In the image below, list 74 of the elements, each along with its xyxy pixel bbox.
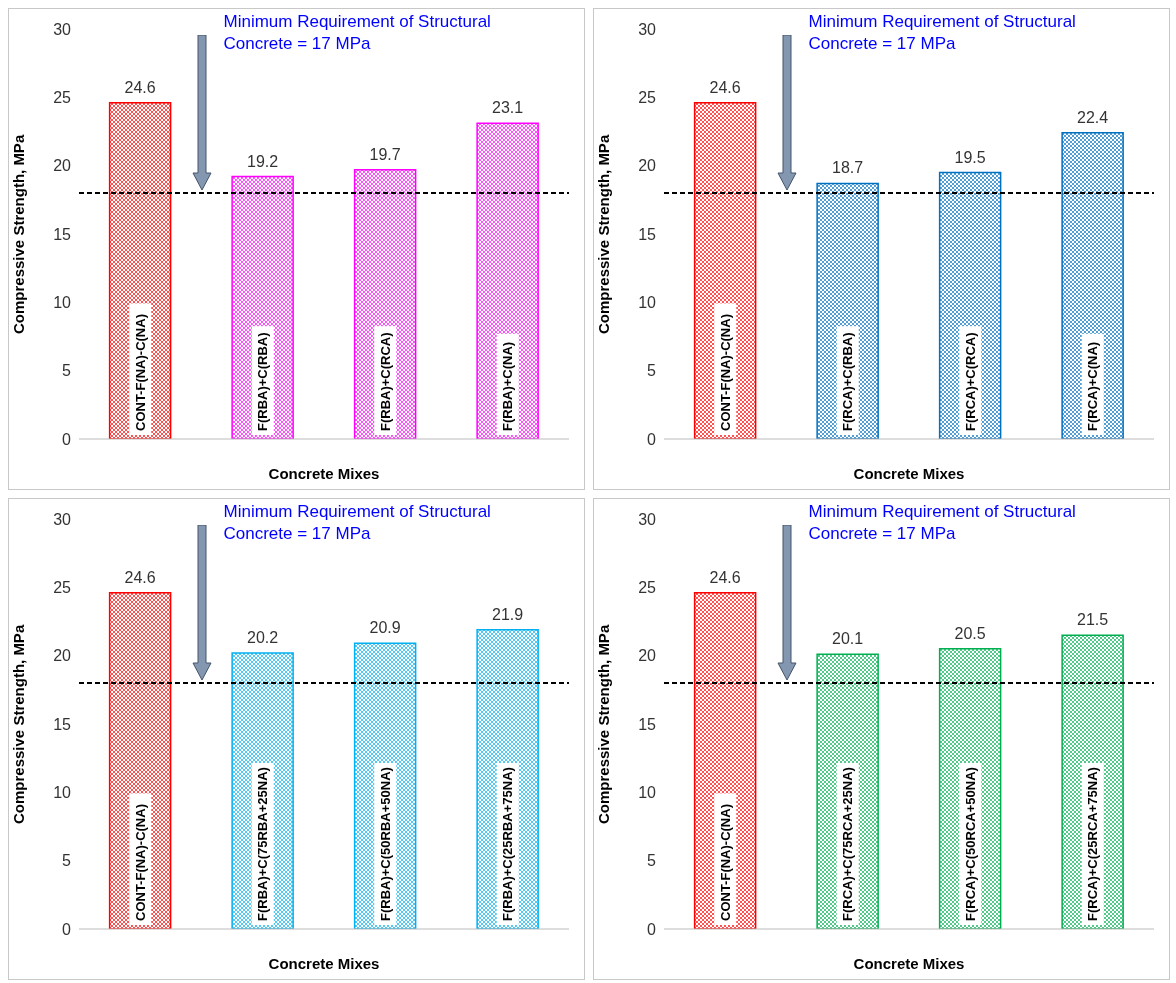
y-tick-label: 15	[53, 715, 72, 733]
x-tick-label: F(RBA)+C(RCA)	[377, 332, 393, 431]
y-tick-label: 15	[638, 225, 657, 243]
data-label: 24.6	[709, 78, 741, 96]
data-label: 23.1	[492, 99, 524, 117]
x-tick-label: F(RCA)+C(RBA)	[840, 332, 856, 431]
x-tick-label: F(RCA)+C(NA)	[1085, 341, 1101, 431]
data-label: 20.9	[369, 619, 401, 637]
data-label: 21.9	[492, 605, 524, 623]
y-tick-label: 5	[62, 362, 72, 380]
y-axis-title: Compressive Strength, MPa	[10, 134, 28, 334]
x-tick-label: F(RBA)+C(50RBA+50NA)	[377, 767, 393, 921]
data-label: 19.7	[369, 145, 401, 163]
data-label: 19.5	[954, 148, 986, 166]
x-tick-label: F(RBA)+C(NA)	[500, 341, 516, 431]
y-tick-label: 0	[647, 430, 657, 448]
y-tick-label: 25	[53, 579, 72, 597]
data-label: 22.4	[1077, 108, 1109, 126]
x-tick-label: F(RCA)+C(50RCA+50NA)	[962, 767, 978, 921]
data-label: 20.5	[954, 624, 986, 642]
bar	[476, 122, 539, 439]
y-tick-label: 5	[647, 362, 657, 380]
y-tick-label: 25	[53, 89, 72, 107]
y-tick-label: 15	[53, 225, 72, 243]
x-tick-label: F(RCA)+C(RCA)	[962, 332, 978, 431]
bar	[1061, 132, 1124, 439]
y-tick-label: 15	[638, 715, 657, 733]
y-tick-label: 25	[638, 89, 657, 107]
data-label: 18.7	[832, 159, 864, 177]
x-tick-label: CONT-F(NA)-C(NA)	[132, 804, 148, 921]
y-axis-title: Compressive Strength, MPa	[595, 134, 613, 334]
y-tick-label: 30	[638, 20, 657, 38]
x-tick-label: F(RBA)+C(75RBA+25NA)	[255, 767, 271, 921]
x-tick-label: F(RCA)+C(75RCA+25NA)	[840, 767, 856, 921]
data-label: 24.6	[124, 78, 156, 96]
x-axis-title: Concrete Mixes	[268, 465, 380, 482]
y-tick-label: 0	[647, 920, 657, 938]
annotation: Minimum Requirement of Structural Concrete = 17 MPa	[223, 11, 492, 55]
y-tick-label: 30	[53, 20, 72, 38]
x-tick-label: CONT-F(NA)-C(NA)	[717, 314, 733, 431]
data-label: 24.6	[709, 568, 741, 586]
y-axis-title: Compressive Strength, MPa	[10, 624, 28, 824]
data-label: 19.2	[247, 152, 279, 170]
y-tick-label: 25	[638, 579, 657, 597]
y-tick-label: 0	[62, 430, 72, 448]
data-label: 20.2	[247, 628, 279, 646]
annotation: Minimum Requirement of Structural Concrete = 17 MPa	[223, 501, 492, 545]
y-tick-label: 20	[638, 647, 657, 665]
x-axis-title: Concrete Mixes	[853, 955, 965, 972]
y-tick-label: 10	[53, 294, 72, 312]
y-tick-label: 30	[53, 510, 72, 528]
annotation: Minimum Requirement of Structural Concrete = 17 MPa	[808, 501, 1077, 545]
x-tick-label: F(RBA)+C(25RBA+75NA)	[500, 767, 516, 921]
x-tick-label: CONT-F(NA)-C(NA)	[132, 314, 148, 431]
data-label: 24.6	[124, 568, 156, 586]
y-tick-label: 0	[62, 920, 72, 938]
y-tick-label: 10	[53, 784, 72, 802]
x-tick-label: CONT-F(NA)-C(NA)	[717, 804, 733, 921]
x-tick-label: F(RCA)+C(25RCA+75NA)	[1085, 767, 1101, 921]
x-tick-label: F(RBA)+C(RBA)	[255, 332, 271, 431]
y-tick-label: 20	[638, 157, 657, 175]
annotation: Minimum Requirement of Structural Concrete = 17 MPa	[808, 11, 1077, 55]
y-axis-title: Compressive Strength, MPa	[595, 624, 613, 824]
y-tick-label: 30	[638, 510, 657, 528]
y-tick-label: 10	[638, 294, 657, 312]
y-tick-label: 10	[638, 784, 657, 802]
x-axis-title: Concrete Mixes	[853, 465, 965, 482]
y-tick-label: 5	[62, 852, 72, 870]
data-label: 20.1	[832, 630, 864, 648]
data-label: 21.5	[1077, 611, 1109, 629]
y-tick-label: 5	[647, 852, 657, 870]
y-tick-label: 20	[53, 647, 72, 665]
x-axis-title: Concrete Mixes	[268, 955, 380, 972]
y-tick-label: 20	[53, 157, 72, 175]
